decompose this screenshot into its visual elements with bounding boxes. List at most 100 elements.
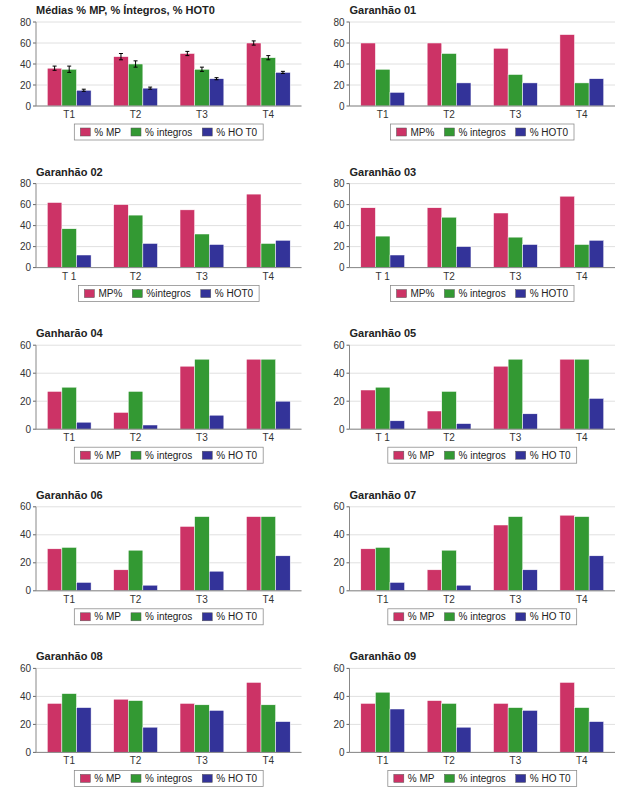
bar: [209, 245, 224, 268]
legend: % MP% integros% HO T0: [74, 770, 263, 786]
legend-label: % integros: [458, 450, 505, 461]
error-bar-stem: [69, 66, 70, 72]
bar: [261, 705, 276, 753]
legend-swatch: [516, 290, 526, 298]
error-bar-cap: [53, 70, 57, 71]
x-tick-label: T4: [262, 432, 274, 443]
error-bar-stem: [268, 56, 269, 60]
bar: [47, 391, 62, 429]
bar: [128, 64, 143, 106]
y-axis: [36, 345, 37, 429]
error-bar-stem: [54, 66, 55, 70]
x-tick-label: T3: [196, 432, 208, 443]
legend-label: MP%: [98, 288, 122, 299]
legend-swatch: [397, 290, 407, 298]
legend-label: %integros: [146, 288, 190, 299]
y-tick-label: 40: [20, 529, 32, 540]
bar: [375, 69, 390, 106]
legend-label: % HOT0: [215, 288, 254, 299]
y-tick-label: 80: [20, 17, 32, 28]
legend-swatch: [516, 613, 526, 621]
legend: % MP% integros% HO T0: [74, 447, 263, 463]
bar: [114, 57, 129, 106]
legend-label: % HOT0: [530, 288, 569, 299]
bar: [246, 43, 261, 106]
error-bar-cap: [119, 53, 123, 54]
bar: [143, 727, 158, 752]
legend-label: % HO T0: [216, 773, 257, 784]
legend-swatch: [394, 451, 404, 459]
bar: [62, 387, 77, 429]
error-bar: [266, 56, 270, 60]
grid-line: [350, 43, 616, 44]
bar: [427, 208, 442, 268]
x-tick-label: T1: [63, 432, 75, 443]
bar: [62, 69, 77, 106]
error-bar: [82, 89, 86, 91]
bar: [47, 703, 62, 752]
bar: [508, 708, 523, 753]
bar: [276, 240, 291, 267]
bar: [390, 709, 405, 752]
bar: [246, 682, 261, 752]
x-tick-label: T4: [576, 432, 588, 443]
legend-label: % HOT0: [530, 127, 569, 138]
grid-line: [36, 225, 302, 226]
bar: [560, 515, 575, 591]
error-bar-cap: [252, 40, 256, 41]
bar: [195, 517, 210, 591]
bar: [209, 79, 224, 106]
y-axis: [349, 345, 350, 429]
y-tick-label: 20: [333, 557, 345, 568]
y-tick-label: 60: [333, 501, 345, 512]
error-bar-cap: [134, 60, 138, 61]
bar: [143, 585, 158, 591]
y-axis: [36, 22, 37, 106]
bar: [494, 366, 509, 429]
error-bar: [119, 54, 123, 60]
y-axis: [36, 184, 37, 268]
bar: [575, 708, 590, 753]
legend-swatch: [132, 290, 142, 298]
y-tick-label: 20: [20, 557, 32, 568]
bar: [143, 88, 158, 106]
x-tick-label: T2: [130, 271, 142, 282]
bar: [508, 237, 523, 267]
grid-line: [350, 752, 616, 753]
x-tick-label: T3: [510, 755, 522, 766]
x-tick-label: T3: [196, 594, 208, 605]
bar: [114, 412, 129, 429]
y-tick-label: 0: [25, 424, 31, 435]
legend-swatch: [516, 451, 526, 459]
bar: [261, 243, 276, 267]
x-tick-label: T4: [262, 271, 274, 282]
legend-label: % integros: [145, 611, 192, 622]
grid-line: [350, 345, 616, 346]
bar: [276, 72, 291, 106]
grid-line: [350, 106, 616, 107]
error-bar-cap: [82, 89, 86, 90]
legend-swatch: [397, 128, 407, 136]
marks: [361, 515, 604, 591]
legend-swatch: [131, 451, 141, 459]
y-tick-label: 40: [333, 220, 345, 231]
bar: [261, 517, 276, 591]
bar: [589, 240, 604, 267]
y-tick-label: 0: [339, 424, 345, 435]
bar: [456, 585, 471, 591]
bar: [246, 359, 261, 429]
x-tick-label: T1: [63, 755, 75, 766]
legend-swatch: [202, 128, 212, 136]
y-tick-label: 40: [20, 220, 32, 231]
grid-line: [350, 668, 616, 669]
marks: [361, 682, 604, 752]
grid-line: [36, 106, 302, 107]
chart-title: Médias % MP, % Íntegros, % HOT0: [36, 4, 215, 16]
bar: [276, 722, 291, 753]
error-bar: [252, 41, 256, 45]
x-tick-label: T2: [443, 594, 455, 605]
grid-line: [36, 590, 302, 591]
x-axis: [36, 590, 302, 591]
error-bar: [281, 71, 285, 73]
chart-title: Garanhão 01: [350, 4, 417, 16]
